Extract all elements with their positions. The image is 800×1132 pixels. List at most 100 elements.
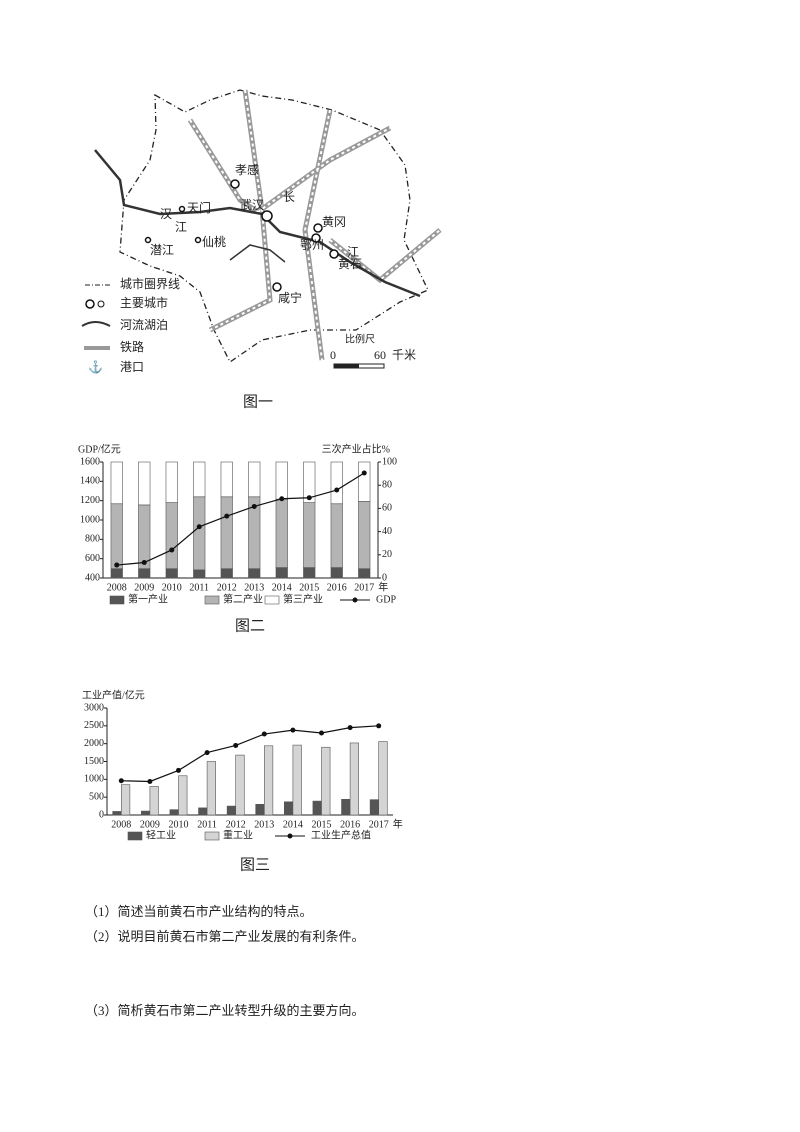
- bar: [169, 809, 179, 816]
- y-tick-label: 500: [89, 791, 104, 802]
- y2-tick-label: 80: [382, 479, 392, 490]
- x-unit: 年: [378, 580, 388, 593]
- x-tick-label: 2013: [244, 582, 264, 593]
- legend-swatch: [127, 831, 143, 841]
- place: 黄冈: [322, 215, 346, 229]
- legend-label: 第三产业: [283, 592, 323, 605]
- caption: 图二: [235, 617, 265, 634]
- bar: [110, 568, 123, 579]
- legend-swatch: [264, 595, 280, 605]
- bar: [226, 805, 236, 816]
- legend-label: 重工业: [223, 828, 253, 841]
- bar: [138, 504, 151, 570]
- place: 长: [283, 190, 295, 204]
- line: [116, 472, 365, 566]
- bar: [275, 498, 288, 568]
- point: [361, 470, 367, 476]
- y2-tick-label: 40: [382, 526, 392, 537]
- x-tick-label: 2010: [162, 582, 182, 593]
- y-tick-label: 1000: [80, 514, 100, 525]
- point: [114, 562, 120, 568]
- legend-label: 第二产业: [223, 592, 263, 605]
- x-tick-label: 2015: [299, 582, 319, 593]
- y2-axis-title: 三次产业占比%: [322, 442, 390, 455]
- bar: [220, 461, 233, 498]
- legend-symbol: [97, 300, 105, 308]
- bar: [358, 501, 371, 570]
- bar: [341, 799, 351, 816]
- y-tick-label: 0: [99, 809, 104, 820]
- question: （3）简析黄石市第二产业转型升级的主要方向。: [85, 1003, 365, 1018]
- point: [319, 730, 324, 736]
- bar: [248, 461, 261, 498]
- river: [94, 149, 421, 298]
- y-tick-label: 400: [85, 572, 100, 583]
- bar: [292, 744, 302, 816]
- bar: [358, 461, 371, 502]
- x-tick-label: 2016: [327, 582, 347, 593]
- city-markers: [144, 179, 339, 292]
- legend-symbol: [81, 321, 111, 327]
- bar: [349, 742, 359, 816]
- bar: [330, 567, 343, 579]
- bar: [284, 801, 294, 816]
- place: 江: [175, 220, 187, 234]
- point: [169, 547, 175, 553]
- bar: [275, 461, 288, 500]
- legend-swatch: [352, 597, 358, 603]
- place: 仙桃: [202, 234, 226, 249]
- y2-tick-label: 100: [382, 456, 397, 467]
- y-tick-label: 1000: [84, 774, 104, 785]
- question: （2）说明目前黄石市第二产业发展的有利条件。: [85, 929, 365, 944]
- bar: [330, 461, 343, 505]
- bar: [165, 461, 178, 503]
- x-tick-label: 2011: [189, 582, 209, 593]
- x-tick-label: 2014: [283, 819, 303, 830]
- bar: [193, 496, 206, 571]
- legend-swatch: [204, 595, 220, 605]
- bar: [206, 761, 216, 816]
- bar: [369, 799, 379, 816]
- map-legend: 主要城市: [120, 295, 168, 310]
- caption: 图三: [240, 856, 270, 873]
- map-legend: 河流湖泊: [120, 317, 168, 332]
- legend-symbol: [85, 299, 95, 309]
- x-tick-label: 2009: [140, 819, 160, 830]
- place: 潜江: [150, 243, 174, 257]
- place: 咸宁: [278, 290, 302, 305]
- bar: [198, 807, 208, 816]
- boundary: [119, 89, 429, 363]
- bar: [110, 461, 123, 505]
- map-legend: 铁路: [120, 339, 144, 354]
- scale-unit: 千米: [392, 348, 416, 362]
- point: [261, 731, 267, 737]
- point: [334, 487, 340, 493]
- point: [176, 767, 181, 773]
- point: [118, 778, 124, 784]
- x-tick-label: 2009: [134, 582, 154, 593]
- bar: [178, 775, 188, 816]
- y-axis-title: GDP/亿元: [78, 442, 121, 455]
- railways-inner: [189, 89, 441, 361]
- y-tick-label: 1400: [80, 476, 100, 487]
- bar: [138, 461, 151, 506]
- place: 江: [347, 245, 359, 259]
- x-tick-label: 2010: [169, 819, 189, 830]
- bar: [255, 803, 265, 816]
- point: [196, 524, 202, 530]
- legend-swatch: [287, 833, 293, 839]
- scale-bar: [334, 364, 359, 368]
- scale-title: 比例尺: [345, 332, 375, 345]
- x-tick-label: 2016: [340, 819, 360, 830]
- bar: [358, 568, 371, 579]
- y-tick-label: 1500: [84, 756, 104, 767]
- bar: [165, 568, 178, 579]
- bar: [330, 503, 343, 568]
- bar: [138, 568, 151, 579]
- bar: [112, 811, 122, 816]
- caption: 图一: [243, 393, 273, 410]
- bar: [321, 746, 331, 816]
- bar: [303, 502, 316, 568]
